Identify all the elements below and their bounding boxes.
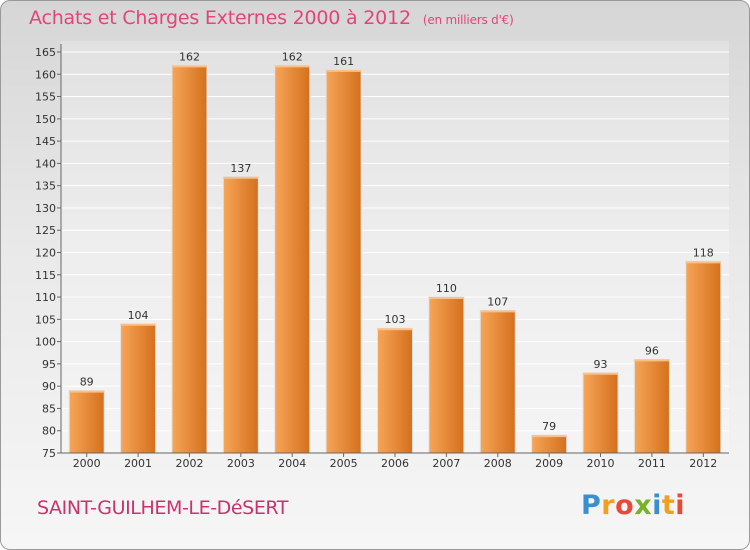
x-tick-label: 2005 (330, 457, 358, 470)
y-tick-label: 115 (35, 269, 56, 282)
y-tick-label: 125 (35, 224, 56, 237)
y-axis: 75 80 85 90 95 100 105 110 115 120 125 130 135 140 145… (35, 44, 62, 460)
bar-2005 (325, 69, 362, 454)
data-label-2009: 79 (542, 420, 556, 433)
y-tick-label: 95 (42, 358, 56, 371)
y-tick-label: 165 (35, 46, 56, 59)
y-tick-label: 75 (42, 447, 56, 460)
data-label-2010: 93 (594, 358, 608, 371)
bar-2007 (428, 296, 465, 454)
bars: 89 104 162 137 162 161 103 110 107 79 93 96 118 (68, 50, 722, 454)
commune-name: SAINT-GUILHEM-LE-DéSERT (37, 497, 289, 519)
bar-2001 (120, 323, 157, 454)
y-tick-label: 105 (35, 313, 56, 326)
y-tick-label: 80 (42, 425, 56, 438)
y-tick-label: 100 (35, 336, 56, 349)
x-tick-label: 2011 (638, 457, 666, 470)
x-tick-label: 2000 (73, 457, 101, 470)
data-label-2000: 89 (80, 376, 94, 389)
chart-title-text: Achats et Charges Externes 2000 à 2012 (29, 7, 411, 29)
x-axis: 2000 2001 2002 2003 2004 2005 2006 2007 2008 2009… (61, 452, 729, 470)
chart-unit: (en milliers d'€) (422, 13, 514, 27)
data-label-2008: 107 (487, 295, 508, 308)
x-tick-label: 2009 (535, 457, 563, 470)
bar-2000 (68, 390, 105, 454)
x-tick-label: 2008 (484, 457, 512, 470)
data-label-2004: 162 (282, 50, 303, 63)
y-tick-label: 130 (35, 202, 56, 215)
x-tick-label: 2002 (175, 457, 203, 470)
y-tick-label: 90 (42, 380, 56, 393)
data-label-2006: 103 (385, 313, 406, 326)
y-tick-label: 155 (35, 91, 56, 104)
x-tick-label: 2001 (124, 457, 152, 470)
y-tick-label: 85 (42, 402, 56, 415)
logo-letter: i (675, 490, 686, 521)
bar-2003 (222, 176, 259, 454)
y-tick-label: 120 (35, 247, 56, 260)
bar-2011 (633, 358, 670, 454)
y-tick-label: 150 (35, 113, 56, 126)
y-tick-label: 145 (35, 135, 56, 148)
bar-2010 (582, 372, 619, 454)
data-label-2003: 137 (230, 162, 251, 175)
x-tick-label: 2007 (432, 457, 460, 470)
y-tick-label: 160 (35, 68, 56, 81)
logo-letter: i (652, 490, 662, 521)
y-tick-label: 140 (35, 157, 56, 170)
bar-2009 (531, 434, 568, 454)
y-tick-label: 110 (35, 291, 56, 304)
logo-letter: x (634, 490, 653, 521)
proxiti-logo: Proxiti (581, 490, 685, 521)
x-tick-label: 2004 (278, 457, 306, 470)
x-tick-label: 2003 (227, 457, 255, 470)
logo-letter: r (601, 490, 616, 521)
x-tick-label: 2010 (587, 457, 615, 470)
bar-2008 (479, 309, 516, 454)
y-tick-label: 135 (35, 180, 56, 193)
logo-letter: o (615, 490, 635, 521)
data-label-2012: 118 (693, 246, 714, 259)
x-tick-label: 2006 (381, 457, 409, 470)
bar-2002 (171, 64, 208, 454)
logo-letter: P (581, 490, 602, 521)
bar-2006 (377, 327, 413, 454)
logo-letter: t (661, 490, 676, 521)
bar-2004 (274, 64, 311, 454)
data-label-2007: 110 (436, 282, 457, 295)
chart-title: Achats et Charges Externes 2000 à 2012 (e… (29, 7, 514, 29)
x-tick-label: 2012 (689, 457, 717, 470)
data-label-2001: 104 (128, 309, 149, 322)
data-label-2005: 161 (333, 55, 354, 68)
data-label-2002: 162 (179, 50, 200, 63)
bar-2012 (685, 260, 722, 454)
data-label-2011: 96 (645, 344, 659, 357)
